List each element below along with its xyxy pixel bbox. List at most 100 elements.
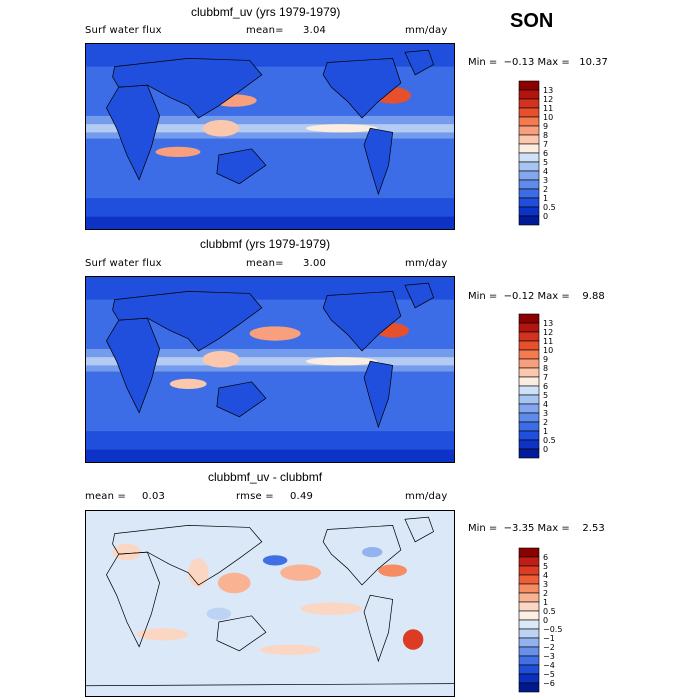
panel1-colorbar-swatch [518, 197, 540, 208]
panel1-colorbar-tick-label: 3 [543, 176, 548, 185]
panel2-colorbar-swatch [518, 367, 540, 378]
panel2-colorbar-tick-label: 10 [543, 346, 553, 355]
panel3-colorbar-tick-label: 0.5 [543, 607, 556, 616]
panel1-colorbar-swatch [518, 206, 540, 217]
panel2-colorbar-tick-label: 6 [543, 382, 548, 391]
panel1-colorbar-tick-label: 2 [543, 185, 548, 194]
panel3-colorbar-swatch [518, 655, 540, 666]
panel1-colorbar-tick-label: 6 [543, 149, 548, 158]
panel3-colorbar-tick-label: 5 [543, 562, 548, 571]
panel1-colorbar-tick-label: 12 [543, 95, 553, 104]
panel2-colorbar-swatch [518, 421, 540, 432]
season-label: SON [510, 10, 554, 32]
panel2-colorbar-swatch [518, 349, 540, 360]
panel2-colorbar-swatch [518, 403, 540, 414]
panel2-colorbar-tick-label: 8 [543, 364, 548, 373]
panel2-colorbar-tick-label: 5 [543, 391, 548, 400]
panel1-colorbar-swatch [518, 107, 540, 118]
panel1-colorbar-swatch [518, 188, 540, 199]
panel1-colorbar-swatch [518, 98, 540, 109]
panel2-title: clubbmf (yrs 1979-1979) [200, 237, 331, 251]
panel3-colorbar-swatch [518, 646, 540, 657]
panel3-colorbar-swatch [518, 619, 540, 630]
panel3-colorbar-tick-label: 0 [543, 616, 548, 625]
panel3-map [85, 510, 455, 697]
panel1-mean-label: mean= [246, 25, 284, 36]
panel1-colorbar-swatch [518, 215, 540, 226]
panel1-colorbar-tick-label: 1 [543, 194, 548, 203]
panel3-colorbar-swatch [518, 565, 540, 576]
panel3-colorbar: 6 5 4 3 2 1 0.5 0 −0.5 −1 −2 −3 −4 −5 −6 [518, 547, 579, 696]
panel1-colorbar-swatch [518, 143, 540, 154]
panel2-colorbar-swatch [518, 376, 540, 387]
panel2-colorbar-swatch [518, 313, 540, 324]
panel1-colorbar-tick-label: 0.5 [543, 203, 556, 212]
panel1-colorbar-swatch [518, 161, 540, 172]
panel3-title: clubbmf_uv - clubbmf [208, 470, 323, 484]
panel3-colorbar-tick-label: −4 [543, 661, 555, 670]
panel3-colorbar-swatch [518, 682, 540, 693]
panel3-colorbar-tick-label: 2 [543, 589, 548, 598]
panel3-colorbar-tick-label: −5 [543, 670, 555, 679]
panel1-colorbar-tick-label: 5 [543, 158, 548, 167]
panel2-colorbar-tick-label: 9 [543, 355, 548, 364]
panel3-colorbar-tick-label: −6 [543, 679, 555, 688]
panel1-colorbar-tick-label: 8 [543, 131, 548, 140]
panel3-colorbar-tick-label: −3 [543, 652, 555, 661]
panel2-colorbar-tick-label: 12 [543, 328, 553, 337]
panel3-colorbar-swatch [518, 583, 540, 594]
panel1-colorbar-tick-label: 13 [543, 86, 553, 95]
panel1-title: clubbmf_uv (yrs 1979-1979) [191, 5, 341, 19]
panel1-colorbar-swatch [518, 125, 540, 136]
panel2-colorbar-swatch [518, 412, 540, 423]
panel2-colorbar-tick-label: 11 [543, 337, 553, 346]
panel2-colorbar-swatch [518, 439, 540, 450]
panel3-colorbar-tick-label: 1 [543, 598, 548, 607]
panel2-colorbar-swatch [518, 358, 540, 369]
panel3-rmse-value: 0.49 [290, 491, 314, 502]
panel2-colorbar-swatch [518, 340, 540, 351]
panel1-colorbar-tick-label: 7 [543, 140, 548, 149]
panel1-colorbar-swatch [518, 170, 540, 181]
panel1-colorbar-swatch [518, 152, 540, 163]
panel1-colorbar: 13 12 11 10 9 8 7 6 5 4 3 2 1 0.5 0 [518, 80, 579, 229]
panel2-map [85, 276, 455, 463]
panel1-colorbar-swatch [518, 116, 540, 127]
panel2-units: mm/day [405, 258, 448, 269]
panel1-colorbar-swatch [518, 89, 540, 100]
panel1-field-label: Surf water flux [85, 25, 162, 36]
panel2-colorbar-swatch [518, 385, 540, 396]
panel3-colorbar-swatch [518, 637, 540, 648]
panel2-colorbar-swatch [518, 430, 540, 441]
panel3-colorbar-tick-label: −2 [543, 643, 555, 652]
panel1-colorbar-tick-label: 0 [543, 212, 548, 221]
panel3-colorbar-tick-label: 3 [543, 580, 548, 589]
panel2-colorbar: 13 12 11 10 9 8 7 6 5 4 3 2 1 0.5 0 [518, 313, 579, 462]
panel3-minmax: Min = −3.35 Max = 2.53 [468, 523, 605, 534]
panel3-colorbar-tick-label: 4 [543, 571, 548, 580]
panel2-colorbar-tick-label: 7 [543, 373, 548, 382]
panel2-colorbar-swatch [518, 331, 540, 342]
panel3-colorbar-swatch [518, 664, 540, 675]
panel1-colorbar-swatch [518, 80, 540, 91]
panel2-colorbar-tick-label: 4 [543, 400, 548, 409]
panel2-colorbar-tick-label: 13 [543, 319, 553, 328]
panel2-colorbar-tick-label: 2 [543, 418, 548, 427]
panel2-colorbar-swatch [518, 322, 540, 333]
panel2-colorbar-tick-label: 1 [543, 427, 548, 436]
panel2-colorbar-tick-label: 3 [543, 409, 548, 418]
panel3-rmse-label: rmse = [236, 491, 274, 502]
panel3-colorbar-swatch [518, 556, 540, 567]
panel3-mean-value: 0.03 [142, 491, 166, 502]
panel3-colorbar-swatch [518, 610, 540, 621]
panel1-colorbar-tick-label: 10 [543, 113, 553, 122]
panel3-colorbar-swatch [518, 628, 540, 639]
panel2-colorbar-swatch [518, 448, 540, 459]
panel2-mean-value: 3.00 [303, 258, 327, 269]
panel2-colorbar-swatch [518, 394, 540, 405]
panel1-map [85, 43, 455, 230]
panel3-colorbar-swatch [518, 592, 540, 603]
panel1-colorbar-swatch [518, 134, 540, 145]
panel3-colorbar-swatch [518, 601, 540, 612]
